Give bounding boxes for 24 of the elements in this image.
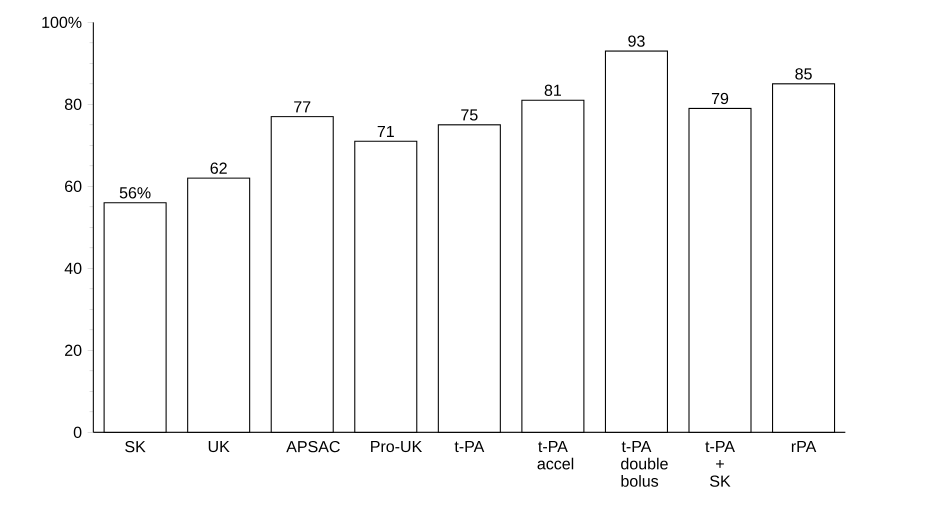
y-tick-label: 40 [64, 262, 82, 274]
y-tick-label: 100% [42, 16, 82, 28]
data-label: 56% [120, 187, 151, 198]
x-tick-label: t-PA + SK [705, 440, 735, 487]
y-tick-label: 60 [65, 180, 82, 192]
x-tick-label: rPA [792, 440, 816, 452]
data-label: 79 [712, 92, 728, 104]
x-tick-label: t-PA accel [538, 440, 574, 470]
data-label: 85 [795, 68, 812, 80]
y-tick-label: 20 [65, 344, 82, 356]
x-tick-label: UK [208, 440, 230, 452]
y-tick-label: 80 [64, 98, 82, 110]
x-tick-label: APSAC [286, 440, 340, 452]
data-label: 71 [378, 126, 394, 137]
y-tick-label: 0 [74, 426, 82, 438]
data-label: 81 [544, 84, 561, 96]
data-label: 93 [628, 35, 645, 47]
x-tick-label: t-PA [454, 440, 484, 452]
data-label: 62 [210, 162, 227, 174]
data-label: 75 [461, 109, 478, 121]
x-tick-label: SK [125, 440, 146, 452]
x-tick-label: t-PA double bolus [621, 440, 668, 487]
data-label: 77 [294, 101, 310, 112]
x-tick-label: Pro-UK [371, 440, 422, 452]
